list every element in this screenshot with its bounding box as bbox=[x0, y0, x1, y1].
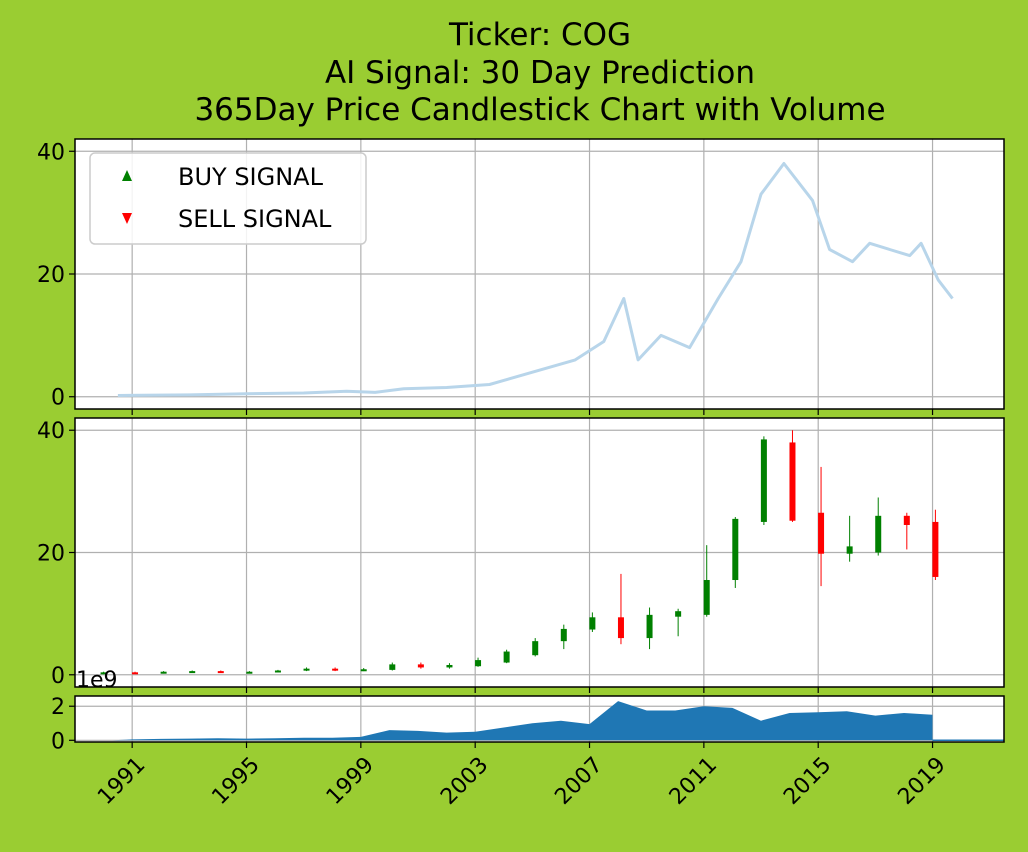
candle-body bbox=[903, 515, 910, 525]
candle-body bbox=[703, 580, 710, 615]
candle-body bbox=[217, 671, 224, 674]
candle-up bbox=[760, 436, 767, 525]
candle-body bbox=[475, 660, 482, 667]
y-tick-label: 20 bbox=[37, 542, 65, 567]
candle-body bbox=[646, 614, 653, 639]
candle-down bbox=[217, 670, 224, 674]
candle-up bbox=[646, 607, 653, 650]
candle-down bbox=[903, 512, 910, 550]
candle-body bbox=[675, 611, 682, 617]
candle-up bbox=[100, 671, 107, 675]
candle-down bbox=[617, 573, 624, 645]
candle-up bbox=[303, 667, 310, 672]
candle-up bbox=[446, 663, 453, 669]
candle-body bbox=[846, 546, 853, 554]
candle-up bbox=[532, 638, 539, 657]
candle-up bbox=[675, 608, 682, 637]
price-line bbox=[117, 162, 954, 397]
y-tick-label: 0 bbox=[51, 729, 65, 754]
price-panel: 0 20 40 BUY SIGNAL SELL SIGNAL bbox=[37, 138, 1005, 415]
candle-down bbox=[932, 509, 939, 581]
volume-scale-label: 1e9 bbox=[76, 668, 118, 693]
candle-body bbox=[417, 664, 424, 668]
candle-body bbox=[132, 672, 139, 675]
candle-body bbox=[503, 651, 510, 663]
volume-area-series bbox=[112, 701, 1004, 742]
candlestick-panel: 0 20 40 bbox=[37, 417, 1005, 693]
candle-up bbox=[589, 612, 596, 632]
price-line-series bbox=[117, 162, 954, 397]
candle-up bbox=[389, 662, 396, 671]
legend-buy-label: BUY SIGNAL bbox=[178, 163, 324, 191]
candle-body bbox=[732, 518, 739, 581]
candle-down bbox=[132, 671, 139, 675]
y-tick-label: 0 bbox=[51, 664, 65, 689]
candle-up bbox=[189, 670, 196, 674]
candle-up bbox=[875, 497, 882, 556]
candle-body bbox=[760, 439, 767, 522]
candle-body bbox=[446, 664, 453, 668]
candle-body bbox=[274, 670, 281, 673]
candle-down bbox=[332, 667, 339, 672]
candle-up bbox=[703, 545, 710, 617]
title-line-ticker: Ticker: COG bbox=[448, 17, 631, 53]
candle-body bbox=[932, 521, 939, 577]
candle-body bbox=[100, 672, 107, 675]
price-grid bbox=[75, 139, 1004, 409]
buy-signal-marker-icon bbox=[122, 170, 132, 181]
candle-body bbox=[789, 442, 796, 521]
candle-body bbox=[189, 671, 196, 674]
candle-body bbox=[589, 617, 596, 630]
candle-down bbox=[417, 662, 424, 669]
candle-up bbox=[846, 515, 853, 562]
candle-body bbox=[246, 671, 253, 674]
candle-up bbox=[246, 671, 253, 674]
candle-body bbox=[160, 671, 167, 674]
candlestick-y-axis: 0 20 40 bbox=[37, 419, 934, 693]
sell-signal-marker-icon bbox=[122, 213, 132, 224]
candle-up bbox=[732, 517, 739, 588]
candle-down bbox=[789, 430, 796, 522]
signal-legend: BUY SIGNAL SELL SIGNAL bbox=[89, 152, 367, 245]
chart-title: Ticker: COG AI Signal: 30 Day Prediction… bbox=[194, 17, 885, 128]
volume-panel: 02 1e9 bbox=[51, 668, 1005, 754]
legend-box bbox=[89, 152, 367, 245]
candle-up bbox=[160, 671, 167, 674]
candlestick-series bbox=[100, 430, 939, 675]
candle-body bbox=[560, 628, 567, 642]
candle-body bbox=[360, 669, 367, 672]
candle-up bbox=[274, 669, 281, 673]
price-y-axis: 0 20 40 bbox=[37, 140, 934, 415]
y-tick-label: 40 bbox=[37, 140, 65, 165]
candle-body bbox=[332, 668, 339, 671]
y-tick-label: 2 bbox=[51, 695, 65, 720]
volume-area bbox=[112, 701, 933, 741]
legend-sell-label: SELL SIGNAL bbox=[178, 205, 332, 233]
volume-panel-frame bbox=[74, 695, 1005, 743]
title-line-description: 365Day Price Candlestick Chart with Volu… bbox=[194, 92, 885, 128]
candle-body bbox=[532, 641, 539, 656]
y-tick-label: 20 bbox=[37, 263, 65, 288]
candle-body bbox=[303, 668, 310, 671]
volume-y-axis: 02 bbox=[51, 695, 934, 754]
candle-body bbox=[617, 617, 624, 639]
title-line-signal: AI Signal: 30 Day Prediction bbox=[325, 55, 755, 91]
candle-up bbox=[360, 668, 367, 672]
candle-body bbox=[875, 515, 882, 553]
candle-body bbox=[389, 664, 396, 670]
candle-up bbox=[560, 624, 567, 650]
candle-up bbox=[475, 657, 482, 667]
y-tick-label: 0 bbox=[51, 386, 65, 411]
candle-up bbox=[503, 649, 510, 664]
candle-body bbox=[818, 512, 825, 554]
candle-down bbox=[818, 466, 825, 587]
y-tick-label: 40 bbox=[37, 419, 65, 444]
